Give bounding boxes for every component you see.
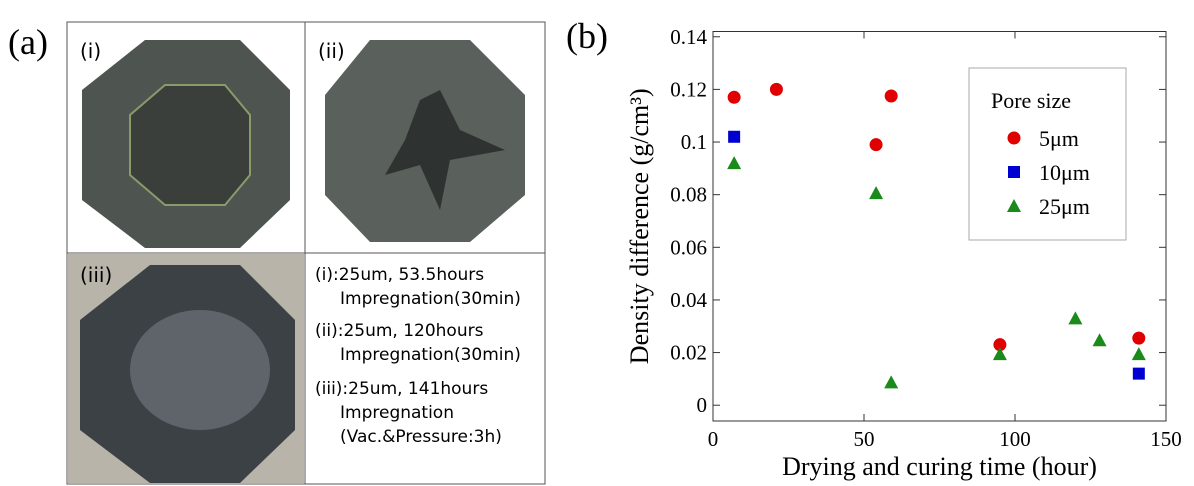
marker	[870, 138, 883, 151]
page: (a) (i) (ii) (iii) (i):25um, 53.5hours Im…	[0, 0, 1194, 486]
marker	[727, 156, 741, 169]
marker	[885, 89, 898, 102]
photo-label: (ii)	[318, 39, 345, 63]
x-tick-label: 100	[999, 427, 1031, 451]
marker	[1008, 132, 1021, 145]
x-tick-label: 150	[1150, 427, 1182, 451]
y-axis-label: Density difference (g/cm³)	[625, 88, 654, 364]
marker	[728, 131, 740, 143]
marker	[1093, 333, 1107, 346]
caption-line: (Vac.&Pressure:3h)	[340, 427, 502, 447]
marker	[869, 186, 883, 199]
legend-title: Pore size	[991, 88, 1071, 113]
y-tick-label: 0.08	[670, 183, 707, 207]
x-axis-label: Drying and curing time (hour)	[782, 452, 1097, 481]
caption-line: (iii):25um, 141hours	[315, 379, 488, 399]
panel-label: (a)	[8, 22, 48, 62]
figure: (a) (i) (ii) (iii) (i):25um, 53.5hours Im…	[0, 0, 1194, 486]
marker	[1008, 166, 1020, 178]
legend-label: 10μm	[1039, 160, 1090, 185]
photo	[325, 40, 525, 242]
caption-line: (i):25um, 53.5hours	[315, 265, 484, 285]
y-tick-label: 0.04	[670, 288, 707, 312]
marker	[1132, 347, 1146, 360]
y-tick-label: 0.14	[670, 25, 707, 49]
caption-line: Impregnation	[340, 403, 454, 423]
panel-label: (b)	[566, 16, 608, 56]
caption-line: (ii):25um, 120hours	[315, 321, 484, 341]
y-tick-label: 0.1	[681, 130, 707, 154]
legend-label: 25μm	[1039, 194, 1090, 219]
marker	[993, 347, 1007, 360]
legend-label: 5μm	[1039, 126, 1079, 151]
y-tick-label: 0.02	[670, 341, 707, 365]
photo	[82, 40, 290, 248]
marker	[728, 91, 741, 104]
marker	[884, 375, 898, 388]
marker	[1133, 368, 1145, 380]
marker	[770, 83, 783, 96]
x-tick-label: 50	[854, 427, 875, 451]
x-tick-label: 0	[708, 427, 719, 451]
photo-label: (i)	[80, 39, 101, 63]
photo	[68, 254, 304, 483]
caption-line: Impregnation(30min)	[340, 345, 521, 365]
marker	[1132, 332, 1145, 345]
marker	[1068, 311, 1082, 324]
photo-label: (iii)	[80, 263, 112, 287]
caption-line: Impregnation(30min)	[340, 289, 521, 309]
y-tick-label: 0.06	[670, 235, 707, 259]
y-tick-label: 0.12	[670, 77, 707, 101]
y-tick-label: 0	[697, 393, 708, 417]
